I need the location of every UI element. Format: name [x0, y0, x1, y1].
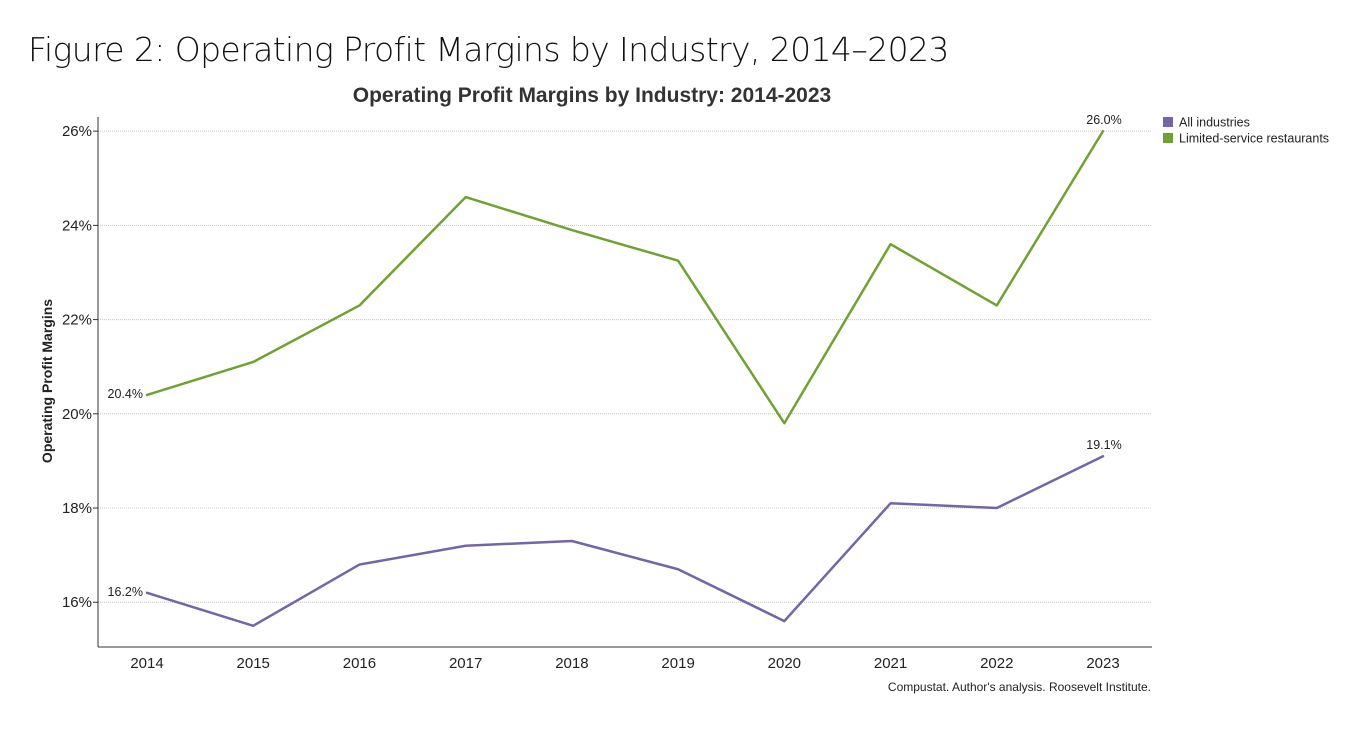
x-tick-label: 2019 — [661, 655, 694, 672]
legend-swatch — [1163, 133, 1173, 143]
y-tick-label: 18% — [62, 500, 92, 517]
x-tick-label: 2017 — [449, 655, 482, 672]
chart-title: Operating Profit Margins by Industry: 20… — [353, 84, 831, 107]
y-tick-label: 26% — [62, 123, 92, 140]
data-label: 20.4% — [108, 387, 143, 401]
x-tick-label: 2014 — [130, 655, 163, 672]
gridlines — [98, 130, 1152, 603]
data-labels: 16.2% 19.1% 20.4% 26.0% — [108, 113, 1122, 599]
data-label: 16.2% — [108, 585, 143, 599]
series-lines — [145, 129, 1105, 628]
x-tick-label: 2021 — [874, 655, 907, 672]
series-line-0 — [145, 454, 1105, 628]
y-tick-label: 16% — [62, 594, 92, 611]
y-axis-label: Operating Profit Margins — [39, 299, 55, 463]
x-tick-label: 2020 — [768, 655, 801, 672]
x-tick-label: 2018 — [555, 655, 588, 672]
y-tick-label: 24% — [62, 217, 92, 234]
y-tick-label: 20% — [62, 406, 92, 423]
axes: 16% 18% 20% 22% 24% 26% 2014 2015 2016 2017 2018 20… — [62, 117, 1152, 672]
legend-swatch — [1163, 117, 1173, 127]
y-tick-label: 22% — [62, 312, 92, 329]
source-note: Compustat. Author's analysis. Roosevelt … — [888, 680, 1151, 694]
data-label: 26.0% — [1086, 113, 1121, 127]
legend: All industries Limited-service restaurant… — [1163, 116, 1329, 146]
legend-label: All industries — [1179, 116, 1250, 130]
legend-label: Limited-service restaurants — [1179, 132, 1329, 146]
x-tick-label: 2016 — [343, 655, 376, 672]
data-label: 19.1% — [1086, 438, 1121, 452]
figure-title: Figure 2: Operating Profit Margins by In… — [28, 30, 949, 69]
series-line-1 — [145, 129, 1105, 425]
x-tick-label: 2022 — [980, 655, 1013, 672]
x-tick-label: 2015 — [237, 655, 270, 672]
x-tick-label: 2023 — [1086, 655, 1119, 672]
